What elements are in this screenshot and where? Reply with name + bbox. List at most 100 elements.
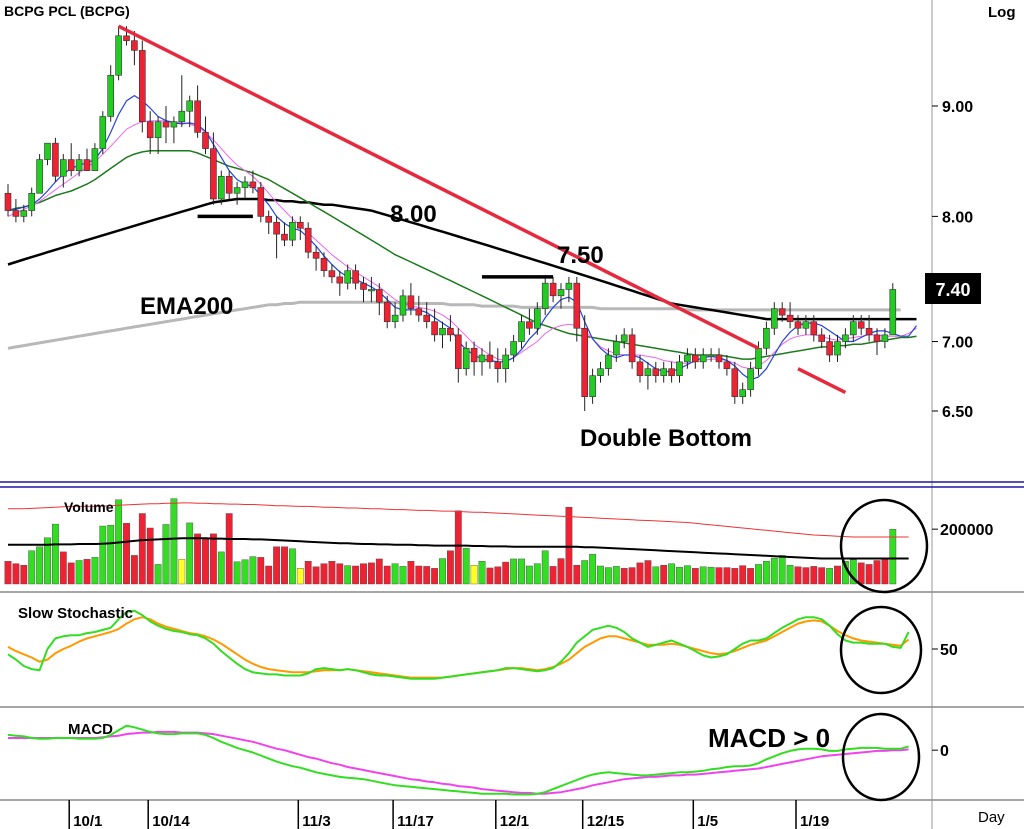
stochastic-y-tick-label: 50 bbox=[940, 642, 958, 659]
x-tick-label: 12/15 bbox=[587, 813, 625, 829]
volume-bar bbox=[328, 561, 336, 585]
x-tick-label: 11/3 bbox=[302, 813, 330, 829]
x-tick-label: 10/14 bbox=[152, 813, 190, 829]
volume-bar bbox=[739, 565, 747, 585]
volume-bar bbox=[265, 565, 273, 585]
volume-bar bbox=[857, 562, 865, 585]
stochastic-label: Slow Stochastic bbox=[18, 605, 133, 622]
candle-body bbox=[75, 159, 83, 171]
candle-body bbox=[668, 368, 675, 376]
volume-bar bbox=[249, 556, 257, 585]
volume-bar bbox=[138, 513, 146, 585]
volume-bar bbox=[597, 565, 604, 585]
candle-body bbox=[612, 341, 620, 356]
volume-bar bbox=[123, 523, 130, 585]
volume-label: Volume bbox=[64, 499, 114, 515]
volume-bar bbox=[304, 561, 312, 585]
axes: 10/1 10/14 11/3 11/17 12/1 12/15 1/5 1/19 9.00 8.… bbox=[68, 99, 993, 829]
volume-bar bbox=[360, 563, 367, 585]
candle-body bbox=[281, 233, 288, 241]
volume-bar bbox=[494, 566, 502, 585]
candle-body bbox=[849, 321, 857, 336]
candle-body bbox=[194, 100, 201, 133]
volume-bar bbox=[589, 554, 597, 585]
y-tick-label: 7.00 bbox=[942, 335, 973, 352]
volume-bar bbox=[541, 550, 549, 585]
volume-bar bbox=[889, 528, 897, 585]
volume-bar bbox=[202, 537, 209, 585]
candle-body bbox=[834, 341, 841, 356]
highlight-circle-volume bbox=[839, 498, 929, 594]
candle-body bbox=[486, 354, 494, 363]
volume-bar bbox=[763, 561, 770, 585]
candle-body bbox=[83, 159, 91, 171]
volume-bar bbox=[810, 566, 818, 585]
volume-bar bbox=[320, 563, 328, 585]
annotation-level-7-50: 7.50 bbox=[557, 242, 604, 269]
annotation-macd-positive: MACD > 0 bbox=[708, 723, 830, 753]
candle-body bbox=[826, 341, 833, 356]
volume-bar bbox=[289, 548, 296, 585]
candle-body bbox=[225, 175, 233, 194]
volume-bar bbox=[99, 525, 107, 585]
macd-signal-line bbox=[8, 730, 909, 795]
volume-bar bbox=[352, 565, 359, 585]
candle-body bbox=[589, 375, 596, 397]
volume-bar bbox=[273, 546, 280, 585]
y-tick-label: 6.50 bbox=[942, 404, 973, 421]
volume-bar bbox=[130, 555, 138, 585]
volume-bar bbox=[881, 557, 889, 585]
volume-bar bbox=[36, 546, 44, 585]
candle-body bbox=[296, 221, 304, 229]
stochastic-k-line bbox=[7, 609, 910, 680]
volume-bar bbox=[826, 568, 834, 585]
volume-bar bbox=[652, 566, 660, 585]
volume-bar bbox=[312, 566, 320, 585]
volume-bar bbox=[399, 566, 407, 585]
macd-panel bbox=[7, 724, 909, 796]
candle-body bbox=[391, 314, 399, 322]
annotation-double-bottom: Double Bottom bbox=[580, 425, 752, 452]
candle-body bbox=[415, 308, 423, 316]
candle-body bbox=[565, 282, 573, 290]
candle-body bbox=[857, 321, 865, 329]
candle-body bbox=[36, 159, 43, 194]
volume-y-tick-label: 200000 bbox=[940, 522, 993, 539]
y-tick-label: 8.00 bbox=[942, 209, 973, 226]
x-tick-label: 1/19 bbox=[800, 813, 829, 829]
ma-blue-line bbox=[7, 94, 917, 381]
volume-bar bbox=[75, 560, 83, 585]
macd-line bbox=[7, 724, 909, 796]
candle-body bbox=[620, 334, 628, 342]
candle-body bbox=[423, 314, 431, 322]
volume-bar bbox=[241, 559, 249, 585]
volume-bar bbox=[186, 522, 194, 585]
volume-bar bbox=[660, 565, 668, 585]
volume-bar bbox=[755, 564, 762, 585]
volume-bar bbox=[691, 568, 699, 585]
candle-body bbox=[478, 354, 486, 363]
volume-bar bbox=[873, 560, 881, 585]
x-tick-label: 10/1 bbox=[73, 813, 102, 829]
volume-bar bbox=[723, 567, 731, 585]
volume-bar bbox=[644, 560, 652, 585]
volume-bar bbox=[375, 558, 383, 585]
volume-bar bbox=[794, 566, 802, 585]
volume-bar bbox=[391, 563, 399, 585]
macd-label: MACD bbox=[68, 721, 113, 738]
candle-body bbox=[123, 35, 130, 41]
candle-body bbox=[99, 116, 107, 149]
candle-body bbox=[320, 258, 328, 271]
volume-bar bbox=[581, 560, 589, 585]
candle-body bbox=[770, 308, 778, 329]
volume-bar bbox=[668, 563, 676, 585]
candle-body bbox=[691, 354, 699, 363]
volume-bar bbox=[67, 562, 75, 585]
candle-body bbox=[360, 282, 367, 290]
volume-bar bbox=[612, 566, 620, 585]
volume-bar bbox=[533, 563, 541, 585]
candle-body bbox=[170, 121, 178, 128]
volume-bar bbox=[383, 565, 391, 585]
candle-body bbox=[549, 282, 557, 297]
candle-body bbox=[794, 321, 802, 329]
